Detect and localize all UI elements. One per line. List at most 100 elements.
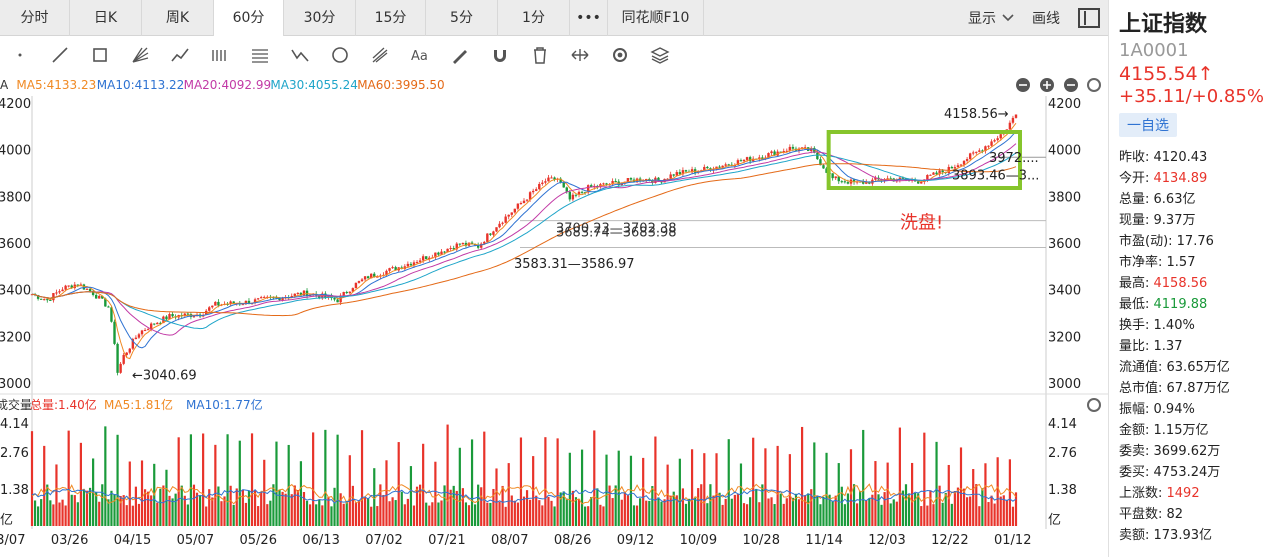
vol-tick-right: 4.14 xyxy=(1048,417,1077,432)
volume-bar xyxy=(941,502,944,526)
volume-bar xyxy=(104,426,107,526)
tab-9[interactable]: ••• xyxy=(570,0,608,36)
volume-bar xyxy=(898,427,901,526)
tab-3[interactable]: 周K xyxy=(142,0,214,36)
volume-bar xyxy=(1011,506,1015,526)
quote-key: 委买: xyxy=(1119,465,1154,480)
volume-bar xyxy=(547,496,550,526)
volume-bar xyxy=(345,500,348,526)
candle-body xyxy=(513,208,517,213)
candle-body xyxy=(788,146,792,151)
volume-bar xyxy=(409,466,413,526)
display-toggle[interactable]: 显示 xyxy=(968,8,1014,28)
arrow-lr-icon[interactable] xyxy=(560,36,600,74)
volume-bar xyxy=(681,488,685,526)
candle-body xyxy=(55,292,58,294)
volume-bar xyxy=(953,491,956,526)
cycle-icon[interactable] xyxy=(320,36,360,74)
volume-bar xyxy=(804,495,807,526)
tab-5[interactable]: 30分 xyxy=(284,0,356,36)
volume-bar xyxy=(351,485,354,526)
fan-icon[interactable] xyxy=(120,36,160,74)
candle-body xyxy=(244,300,248,305)
volume-bar xyxy=(972,469,975,526)
candle-body xyxy=(742,159,746,162)
polyline-icon[interactable] xyxy=(160,36,200,74)
volume-bar xyxy=(464,502,468,526)
volume-bar xyxy=(327,497,330,526)
candle-body xyxy=(94,294,98,299)
volume-bar xyxy=(272,484,275,526)
volume-bar xyxy=(920,506,923,526)
tab-7[interactable]: 5分 xyxy=(426,0,498,36)
candle-body xyxy=(122,354,125,364)
candle-body xyxy=(834,176,837,179)
volume-bar xyxy=(907,494,911,526)
rect-icon[interactable] xyxy=(80,36,120,74)
volume-bar xyxy=(58,502,61,526)
volume-bar xyxy=(816,495,819,526)
volume-bar xyxy=(678,458,681,526)
volume-bar xyxy=(195,492,199,526)
tab-6[interactable]: 15分 xyxy=(356,0,426,36)
pan-icon[interactable] xyxy=(0,36,40,74)
ma10-line xyxy=(31,131,1017,349)
tab-1[interactable]: 分时 xyxy=(0,0,70,36)
tab-2[interactable]: 日K xyxy=(70,0,142,36)
draw-line-button[interactable]: 画线 xyxy=(1032,8,1060,28)
candle-body xyxy=(159,322,162,324)
layers-icon[interactable] xyxy=(640,36,680,74)
price-tick-right: 3200 xyxy=(1048,330,1081,345)
volume-bar xyxy=(357,500,361,526)
fib-icon[interactable] xyxy=(240,36,280,74)
trash-icon[interactable] xyxy=(520,36,560,74)
volume-bar xyxy=(229,485,232,526)
x-tick: 01/12 xyxy=(994,533,1031,548)
volume-bar xyxy=(892,499,895,526)
volume-bar xyxy=(950,503,953,526)
tab-10[interactable]: 同花顺F10 xyxy=(608,0,704,36)
ma-legend-4: MA30:4055.24 xyxy=(270,78,358,92)
volume-bar xyxy=(825,452,828,526)
tab-4[interactable]: 60分 xyxy=(214,0,284,36)
volume-bar xyxy=(981,488,984,526)
candle-body xyxy=(107,306,110,308)
candle-body xyxy=(43,299,46,301)
volume-bar xyxy=(235,488,238,526)
volume-bar xyxy=(477,484,480,526)
volume-bar xyxy=(703,453,706,526)
volume-bar xyxy=(406,498,409,526)
volume-bar xyxy=(855,503,859,526)
volume-bar xyxy=(1008,459,1011,526)
ma60-line xyxy=(31,163,1017,317)
volume-bar xyxy=(400,491,403,526)
volume-bar xyxy=(550,500,553,526)
volume-bar xyxy=(189,434,193,526)
kline-chart[interactable]: A MA5:4133.23 MA10:4113.22 MA20:4092.99 MA30… xyxy=(0,74,1108,557)
volume-bar xyxy=(385,460,388,526)
candle-body xyxy=(110,307,113,322)
candle-body xyxy=(538,183,541,190)
volume-bar xyxy=(843,504,846,526)
tab-8[interactable]: 1分 xyxy=(498,0,570,36)
pen-icon[interactable] xyxy=(440,36,480,74)
volume-bar xyxy=(513,500,516,526)
channel-icon[interactable] xyxy=(200,36,240,74)
panel-toggle-icon[interactable] xyxy=(1078,8,1100,28)
add-watchlist-button[interactable]: 一自选 xyxy=(1119,113,1177,137)
quote-key: 振幅: xyxy=(1119,402,1154,417)
vol-legend-1: 总量:1.40亿 xyxy=(30,397,97,412)
volume-bar xyxy=(382,494,385,526)
magnet-icon[interactable] xyxy=(480,36,520,74)
wave-icon[interactable] xyxy=(280,36,320,74)
volume-bar xyxy=(617,450,620,526)
gear-icon[interactable] xyxy=(600,36,640,74)
volume-bar xyxy=(250,433,254,526)
candle-body xyxy=(253,299,257,303)
pitchfork-icon[interactable] xyxy=(360,36,400,74)
candle-body xyxy=(156,322,159,325)
candle-body xyxy=(376,276,379,278)
candle-body xyxy=(504,216,507,223)
text-icon[interactable]: Aa xyxy=(400,36,440,74)
line-icon[interactable] xyxy=(40,36,80,74)
